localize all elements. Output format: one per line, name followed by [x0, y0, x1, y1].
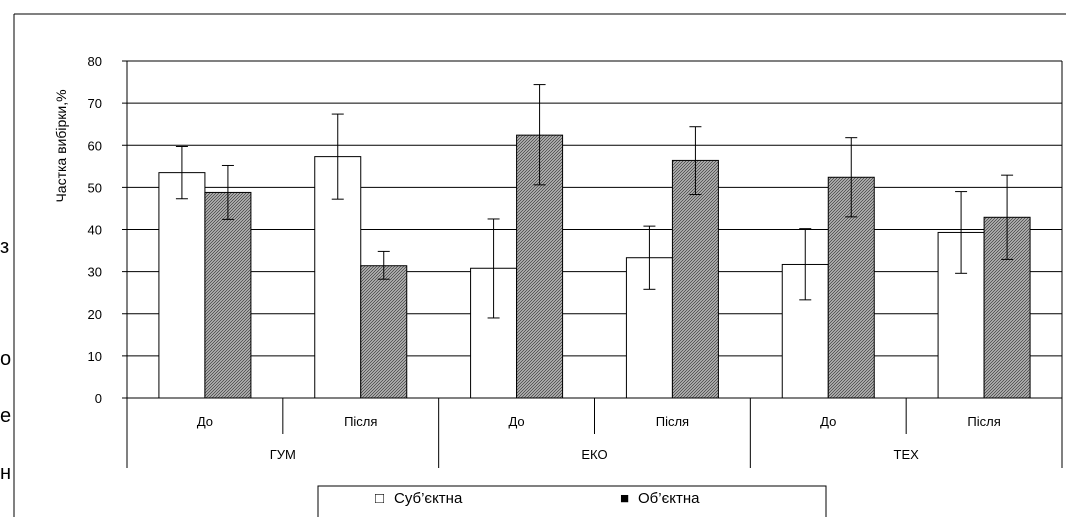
legend-swatch-subjective: □: [375, 490, 384, 507]
x-subcategory-label: До: [197, 414, 213, 429]
x-subcategory-label: До: [508, 414, 524, 429]
y-tick-labels: 0 10 20 30 40 50 60 70 80: [88, 54, 102, 406]
axes: [122, 60, 1063, 468]
bar-objective: [360, 265, 408, 399]
y-tick-label: 60: [88, 138, 102, 153]
y-tick-label: 10: [88, 349, 102, 364]
legend: □ Суб’єктна ■ Об’єктна: [317, 485, 827, 522]
clipped-text-2: о: [0, 348, 12, 370]
y-axis-label: Частка вибірки,%: [53, 89, 69, 202]
y-tick-label: 20: [88, 307, 102, 322]
clipped-text-3: е: [0, 405, 12, 427]
x-subcategory-label: Після: [344, 414, 377, 429]
x-group-label: ГУМ: [270, 447, 296, 462]
y-tick-label: 30: [88, 265, 102, 280]
clipped-text-1: з: [0, 236, 10, 258]
legend-box: [317, 485, 827, 522]
bar-objective: [671, 159, 719, 399]
bars: [158, 134, 1031, 399]
gridlines: [127, 60, 1062, 357]
x-group-label: ЕКО: [581, 447, 607, 462]
bar-objective: [204, 191, 252, 399]
y-tick-label: 80: [88, 54, 102, 69]
legend-label-subjective: Суб’єктна: [394, 490, 463, 507]
legend-label-objective: Об’єктна: [638, 490, 700, 507]
y-tick-label: 50: [88, 180, 102, 195]
x-axis-labels: До Після ГУМ До Після ЕКО До Після ТЕХ: [197, 414, 1001, 462]
legend-swatch-objective: ■: [620, 490, 629, 507]
y-tick-label: 40: [88, 223, 102, 238]
y-tick-label: 0: [95, 391, 102, 406]
y-tick-label: 70: [88, 96, 102, 111]
x-subcategory-label: Після: [967, 414, 1000, 429]
x-group-label: ТЕХ: [894, 447, 920, 462]
error-bars: [175, 84, 1014, 319]
x-subcategory-label: Після: [656, 414, 689, 429]
x-subcategory-label: До: [820, 414, 836, 429]
clipped-text-4: н: [0, 462, 12, 484]
bar-subjective: [158, 172, 206, 399]
